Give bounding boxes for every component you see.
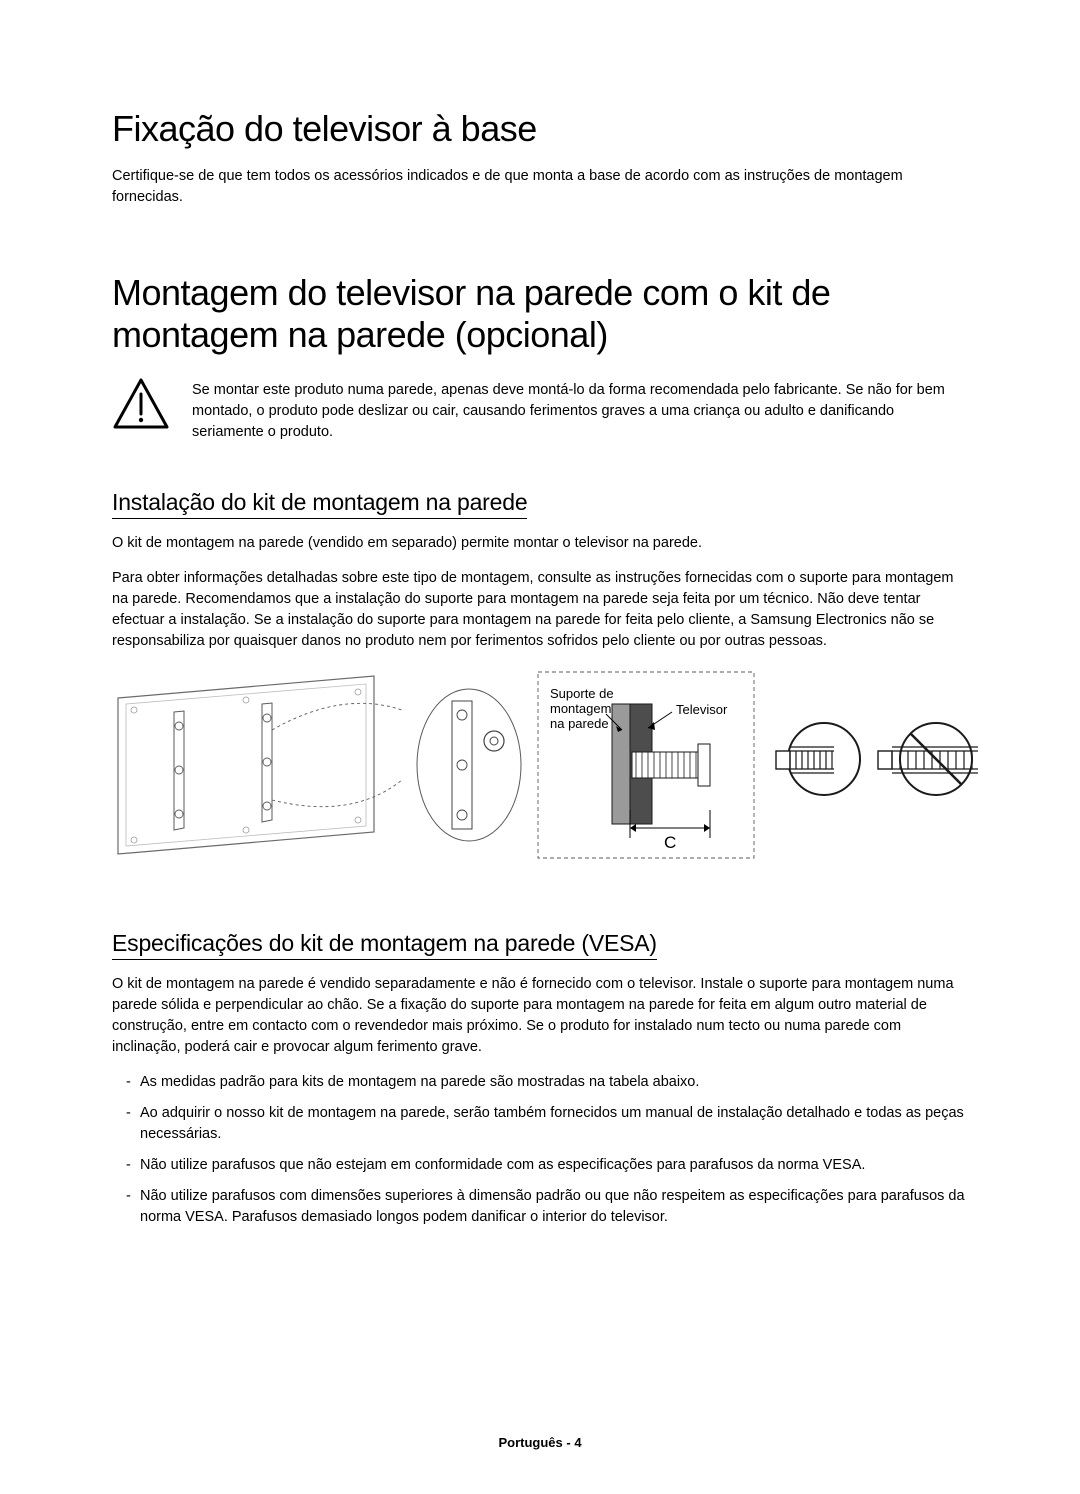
footer-language: Português — [498, 1435, 562, 1450]
section1-para: Certifique-se de que tem todos os acessó… — [112, 166, 968, 208]
mounting-diagram: Suporte demontagemna parede Televisor — [112, 670, 968, 860]
label-televisor: Televisor — [676, 702, 728, 717]
page-footer: Português - 4 — [0, 1435, 1080, 1450]
warning-icon — [112, 378, 170, 435]
tv-panel-diagram — [112, 670, 402, 860]
footer-page-number: 4 — [574, 1435, 581, 1450]
section4-title: Especificações do kit de montagem na par… — [112, 930, 657, 960]
list-item: Não utilize parafusos com dimensões supe… — [126, 1186, 968, 1228]
footer-sep: - — [563, 1435, 575, 1450]
section4-para: O kit de montagem na parede é vendido se… — [112, 974, 968, 1058]
list-item: Ao adquirir o nosso kit de montagem na p… — [126, 1103, 968, 1145]
warning-text: Se montar este produto numa parede, apen… — [192, 378, 968, 443]
section3-para1: O kit de montagem na parede (vendido em … — [112, 533, 968, 554]
section4-bullet-list: As medidas padrão para kits de montagem … — [112, 1072, 968, 1228]
cross-section-diagram: Suporte demontagemna parede Televisor — [536, 670, 756, 860]
bracket-detail-diagram — [414, 685, 524, 845]
section1-title: Fixação do televisor à base — [112, 108, 968, 150]
warning-block: Se montar este produto numa parede, apen… — [112, 378, 968, 443]
list-item: Não utilize parafusos que não estejam em… — [126, 1155, 968, 1176]
label-dimension-c: C — [664, 833, 676, 852]
section3-title: Instalação do kit de montagem na parede — [112, 489, 527, 519]
manual-page: Fixação do televisor à base Certifique-s… — [0, 0, 1080, 1494]
list-item: As medidas padrão para kits de montagem … — [126, 1072, 968, 1093]
screw-comparison-diagram — [768, 715, 988, 815]
section2-title: Montagem do televisor na parede com o ki… — [112, 272, 968, 356]
label-wall-bracket-1: Suporte demontagemna parede — [550, 686, 614, 731]
section3-para2: Para obter informações detalhadas sobre … — [112, 568, 968, 652]
